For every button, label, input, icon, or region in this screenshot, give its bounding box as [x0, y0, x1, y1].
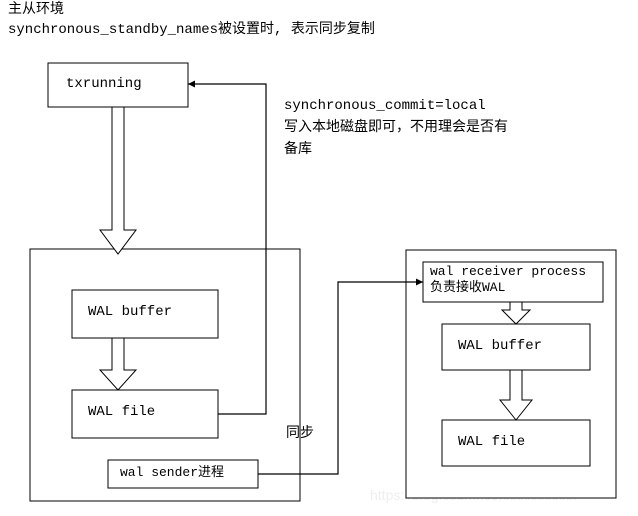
commit-note-2: 写入本地磁盘即可，不用理会是否有 — [284, 118, 508, 136]
arrow-txrunning-down — [100, 107, 136, 254]
wal-receiver-label1: wal receiver process — [430, 264, 586, 279]
header-line2: synchronous_standby_names被设置时, 表示同步复制 — [8, 20, 375, 38]
wal-sender-label: wal sender进程 — [120, 465, 224, 480]
commit-note-1: synchronous_commit=local — [284, 98, 486, 114]
wal-receiver-label2: 负责接收WAL — [430, 279, 505, 295]
txrunning-label: txrunning — [66, 76, 142, 92]
wal-file-left-label: WAL file — [88, 404, 155, 420]
wal-buffer-right-label: WAL buffer — [458, 338, 542, 354]
commit-note-3: 备库 — [284, 140, 312, 158]
wal-file-right-label: WAL file — [458, 434, 525, 450]
wal-buffer-left-label: WAL buffer — [88, 304, 172, 320]
sync-label: 同步 — [286, 425, 314, 442]
header-line1: 主从环境 — [8, 1, 64, 18]
